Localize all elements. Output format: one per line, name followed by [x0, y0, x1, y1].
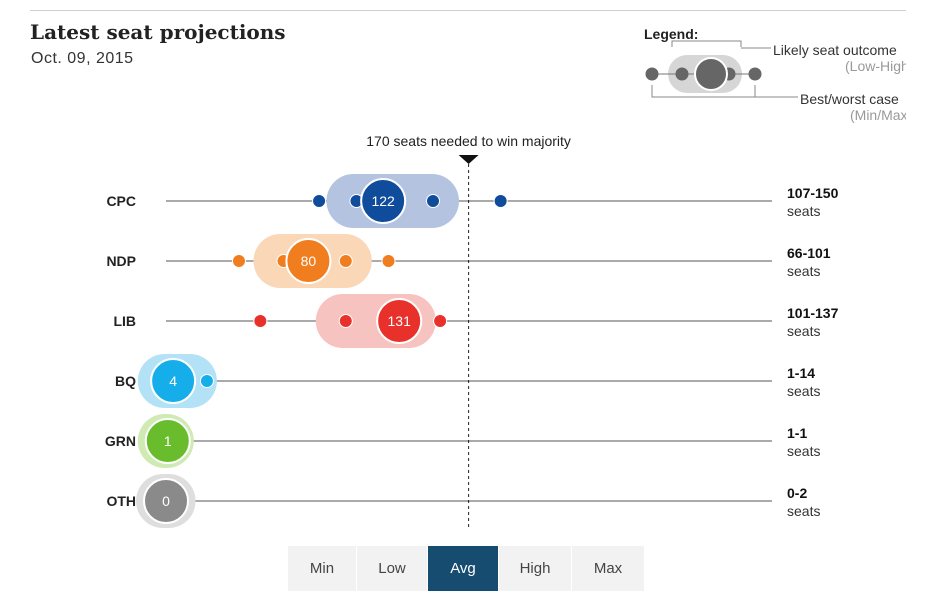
legend-best-label: Best/worst case [800, 91, 899, 107]
majority-label: 170 seats needed to win majority [366, 133, 571, 149]
unit-label-lib: seats [787, 323, 820, 339]
avg-dot-lib [376, 298, 423, 344]
top-rule [30, 10, 906, 11]
scenario-button-min[interactable]: Min [288, 546, 356, 591]
avg-value-grn: 1 [164, 433, 172, 449]
party-label-oth: OTH [106, 493, 136, 509]
party-label-lib: LIB [113, 313, 136, 329]
party-label-cpc: CPC [106, 193, 136, 209]
legend-title: Legend: [644, 26, 699, 42]
legend-min-dot [645, 67, 659, 81]
legend-graphic [645, 40, 798, 98]
majority-arrow [458, 155, 479, 164]
row-cpc: CPC 122 107-150 seats [106, 174, 839, 228]
avg-dot-cpc [360, 178, 407, 224]
max-dot-bq [199, 374, 214, 388]
high-dot-ndp [338, 254, 353, 268]
max-dot-lib [433, 314, 448, 328]
legend-likely-sub: (Low-High) [845, 58, 906, 74]
scenario-button-low[interactable]: Low [357, 546, 427, 591]
avg-dot-grn [144, 418, 191, 464]
majority-marker: 170 seats needed to win majority [366, 133, 571, 528]
avg-dot-ndp [285, 238, 332, 284]
scenario-button-max[interactable]: Max [572, 546, 644, 591]
range-label-cpc: 107-150 [787, 185, 839, 201]
avg-value-bq: 4 [169, 373, 177, 389]
legend-avg-dot [694, 57, 728, 91]
range-label-bq: 1-14 [787, 365, 815, 381]
legend-low-dot [675, 67, 689, 81]
row-lib: LIB 131 101-137 seats [113, 294, 839, 348]
avg-value-lib: 131 [388, 313, 412, 329]
scenario-button-high[interactable]: High [499, 546, 571, 591]
unit-label-cpc: seats [787, 203, 820, 219]
chart-title: Latest seat projections [30, 20, 286, 44]
scenario-toggle: Min Low Avg High Max [288, 546, 645, 591]
max-dot-ndp [381, 254, 396, 268]
legend-likely-bracket [671, 40, 742, 47]
avg-value-cpc: 122 [371, 193, 395, 209]
range-label-oth: 0-2 [787, 485, 807, 501]
unit-label-grn: seats [787, 443, 820, 459]
avg-dot-bq [150, 358, 197, 404]
min-dot-lib [253, 314, 268, 328]
scenario-button-avg[interactable]: Avg [428, 546, 498, 591]
range-label-ndp: 66-101 [787, 245, 831, 261]
legend-max-dot [748, 67, 762, 81]
unit-label-oth: seats [787, 503, 820, 519]
avg-dot-oth [143, 478, 189, 524]
min-dot-ndp [231, 254, 246, 268]
max-dot-cpc [493, 194, 508, 208]
unit-label-bq: seats [787, 383, 820, 399]
party-label-ndp: NDP [106, 253, 136, 269]
min-dot-cpc [312, 194, 327, 208]
legend-text-area: Likely seat outcome (Low-High) Best/wors… [620, 20, 906, 130]
range-label-lib: 101-137 [787, 305, 839, 321]
legend-best-bracket [651, 85, 756, 98]
party-label-grn: GRN [105, 433, 136, 449]
unit-label-ndp: seats [787, 263, 820, 279]
low-dot-lib [338, 314, 353, 328]
avg-value-oth: 0 [162, 493, 170, 509]
high-dot-cpc [426, 194, 440, 208]
avg-value-ndp: 80 [301, 253, 317, 269]
party-label-bq: BQ [115, 373, 136, 389]
legend-likely-label: Likely seat outcome [773, 42, 897, 58]
row-grn: GRN 1 1-1 seats [105, 414, 820, 468]
chart-date: Oct. 09, 2015 [31, 50, 134, 67]
chart-rows: CPC 122 107-150 seats NDP 80 66-101 seats LIB 131… [105, 174, 839, 528]
row-bq: BQ 4 1-14 seats [115, 354, 820, 408]
range-label-grn: 1-1 [787, 425, 807, 441]
row-oth: OTH 0 0-2 seats [106, 474, 820, 528]
legend-best-sub: (Min/Max) [850, 107, 906, 123]
row-ndp: NDP 80 66-101 seats [106, 234, 831, 288]
